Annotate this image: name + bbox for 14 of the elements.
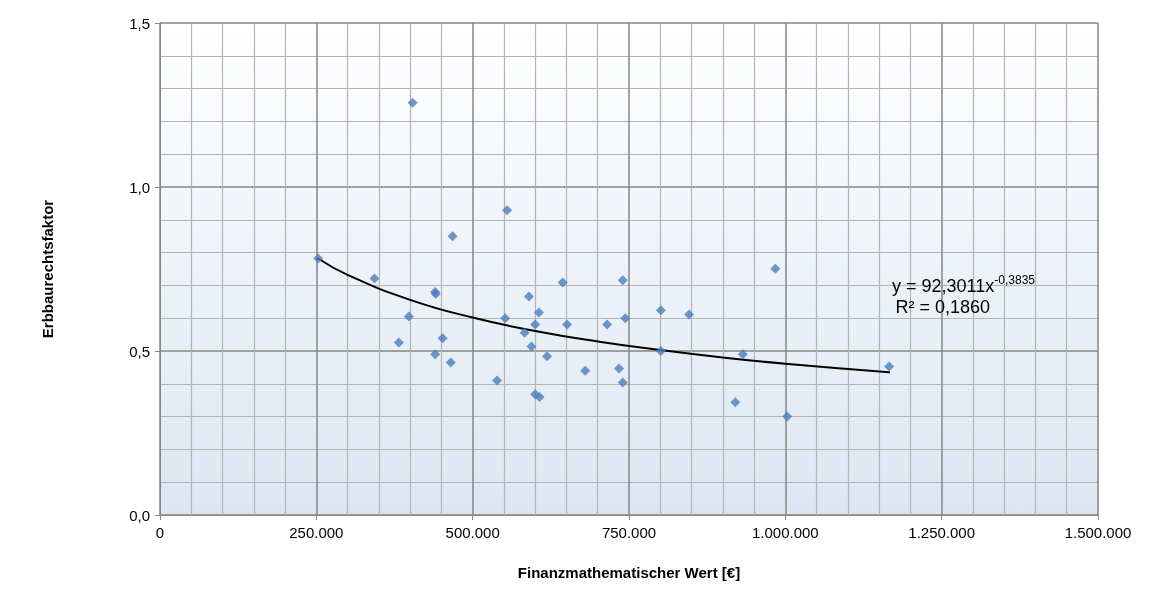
x-tick-label: 750.000 xyxy=(601,524,657,541)
x-tick-label: 250.000 xyxy=(289,524,344,541)
annotation: R² = 0,1860 xyxy=(895,297,990,317)
y-tick-label: 1,5 xyxy=(129,14,150,32)
y-tick-label: 1,0 xyxy=(129,178,150,196)
y-axis-title: Erbbaurechtsfaktor xyxy=(39,199,56,339)
x-tick-label: 1.250.000 xyxy=(908,524,976,541)
x-tick-label: 500.000 xyxy=(445,524,500,541)
x-tick-label: 1.000.000 xyxy=(751,524,819,541)
x-axis-title: Finanzmathematischer Wert [€] xyxy=(517,564,741,581)
x-tick-label: 0 xyxy=(155,524,165,541)
y-tick-label: 0,0 xyxy=(129,506,150,524)
x-tick-label: 1.500.000 xyxy=(1064,524,1132,541)
y-tick-label: 0,5 xyxy=(129,342,150,360)
